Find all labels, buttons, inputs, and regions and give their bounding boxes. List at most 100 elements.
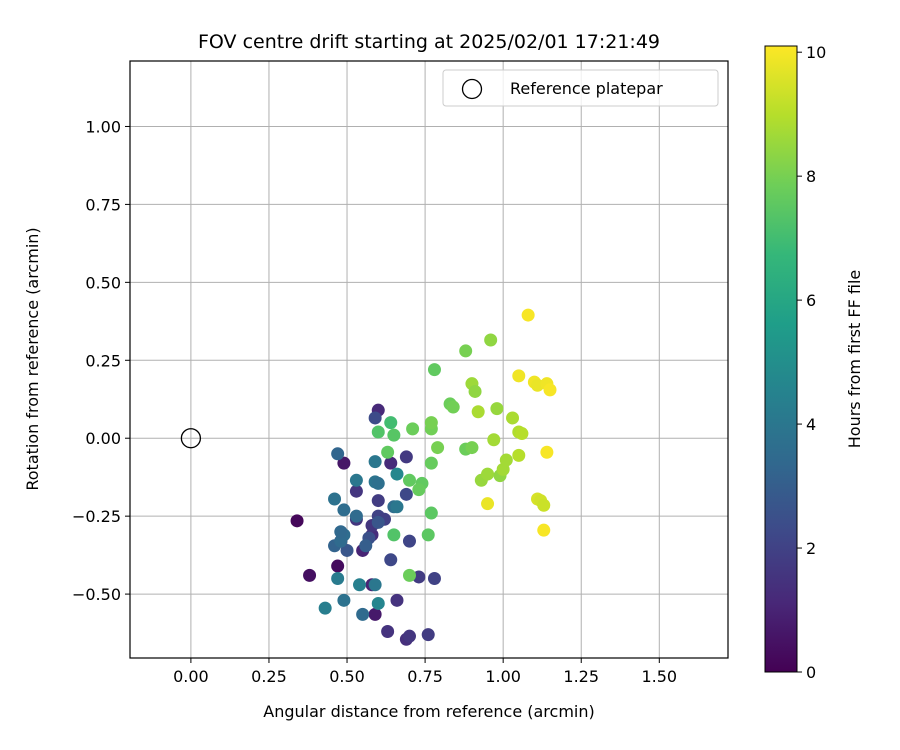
data-point (390, 467, 404, 481)
y-tick-label: 0.75 (85, 195, 121, 214)
x-axis-ticks: 0.00 0.25 0.50 0.75 1.00 1.25 1.50 (173, 658, 677, 686)
plot-area (130, 61, 728, 658)
colorbar-ticks: 0 2 4 6 8 10 (797, 43, 826, 682)
data-point (406, 422, 420, 436)
y-axis-label: Rotation from reference (arcmin) (23, 227, 42, 490)
data-point (384, 456, 398, 470)
y-tick-label: 0.25 (85, 351, 121, 370)
grid (130, 61, 728, 658)
data-point (359, 539, 373, 553)
data-point (424, 416, 438, 430)
data-point (484, 333, 498, 347)
data-point (337, 593, 351, 607)
data-point (512, 369, 526, 383)
data-point (512, 448, 526, 462)
data-point (381, 625, 395, 639)
data-point (337, 503, 351, 517)
data-point (402, 568, 416, 582)
data-point (349, 473, 363, 487)
data-point (421, 528, 435, 542)
data-point (387, 428, 401, 442)
data-point (487, 433, 501, 447)
legend-marker-reference (461, 78, 483, 100)
data-point (371, 494, 385, 508)
data-point (368, 455, 382, 469)
data-point (424, 456, 438, 470)
data-point (481, 497, 495, 511)
data-point (427, 572, 441, 586)
data-point (353, 578, 367, 592)
data-point (290, 514, 304, 528)
data-point (537, 498, 551, 512)
x-tick-label: 1.50 (641, 667, 677, 686)
data-point (390, 500, 404, 514)
data-point (446, 400, 460, 414)
data-point (349, 484, 363, 498)
x-tick-label: 1.00 (485, 667, 521, 686)
colorbar-tick-label: 2 (806, 539, 816, 558)
data-point (331, 559, 345, 573)
data-point (371, 476, 385, 490)
data-point (334, 534, 348, 548)
data-point (499, 453, 513, 467)
legend-box (442, 69, 719, 107)
data-point (381, 445, 395, 459)
data-point (402, 534, 416, 548)
data-point (384, 416, 398, 430)
colorbar-gradient (764, 45, 798, 673)
colorbar-tick-label: 6 (806, 291, 816, 310)
data-point (537, 523, 551, 537)
reference-platepar-point (180, 428, 202, 449)
data-point (384, 553, 398, 567)
data-point (421, 628, 435, 642)
colorbar-tick-label: 10 (806, 43, 826, 62)
data-point (412, 483, 426, 497)
data-point (468, 384, 482, 398)
data-points (290, 308, 557, 646)
data-point (318, 601, 332, 615)
data-point (465, 441, 479, 455)
data-point (424, 506, 438, 520)
data-point (459, 344, 473, 358)
data-point (471, 405, 485, 419)
data-point (331, 447, 345, 461)
x-tick-label: 0.25 (251, 667, 287, 686)
data-point (515, 427, 529, 441)
data-point (387, 528, 401, 542)
colorbar-tick-label: 0 (806, 663, 816, 682)
data-point (349, 509, 363, 523)
data-point (340, 543, 354, 557)
data-point (328, 492, 342, 506)
y-tick-label: 0.50 (85, 273, 121, 292)
y-tick-label: 0.00 (85, 429, 121, 448)
data-point (399, 450, 413, 464)
data-point (543, 383, 557, 397)
data-point (337, 456, 351, 470)
data-point (399, 487, 413, 501)
colorbar: 0 2 4 6 8 10 Hours from first FF file (764, 43, 864, 682)
x-axis-label: Angular distance from reference (arcmin) (263, 702, 594, 721)
data-point (368, 607, 382, 621)
y-tick-label: −0.50 (72, 585, 121, 604)
data-point (402, 629, 416, 643)
data-point (331, 572, 345, 586)
data-point (368, 578, 382, 592)
data-point (371, 596, 385, 610)
legend-label-reference: Reference platepar (510, 79, 663, 98)
data-point (490, 402, 504, 416)
data-point (303, 568, 317, 582)
y-tick-label: 1.00 (85, 117, 121, 136)
data-point (481, 467, 495, 481)
data-point (521, 308, 535, 322)
plot-frame (129, 60, 729, 659)
x-tick-label: 0.00 (173, 667, 209, 686)
data-point (371, 425, 385, 439)
colorbar-label: Hours from first FF file (845, 270, 864, 449)
colorbar-tick-label: 4 (806, 415, 816, 434)
data-point (431, 441, 445, 455)
colorbar-tick-label: 8 (806, 167, 816, 186)
data-point (427, 363, 441, 377)
y-axis-ticks: −0.50 −0.25 0.00 0.25 0.50 0.75 1.00 (72, 117, 130, 604)
chart-title: FOV centre drift starting at 2025/02/01 … (198, 31, 660, 53)
